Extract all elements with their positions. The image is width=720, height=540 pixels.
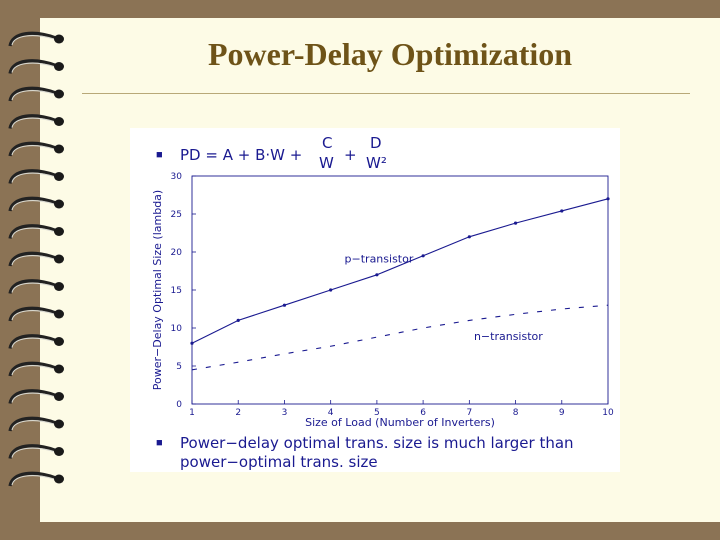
x-tick-label: 4	[328, 408, 334, 418]
x-tick-label: 9	[559, 408, 565, 418]
y-axis-label: Power−Delay Optimal Size (lambda)	[151, 190, 164, 390]
y-tick-label: 0	[176, 400, 182, 410]
y-tick-label: 15	[171, 286, 182, 296]
binding-ring	[8, 471, 64, 487]
formula-frac2-numerator: D	[370, 134, 382, 152]
spiral-binding	[8, 31, 64, 487]
series-line-p-transistor	[191, 198, 609, 344]
formula-plus: +	[344, 146, 357, 164]
x-tick-label: 7	[466, 408, 472, 418]
data-point	[329, 288, 333, 292]
binding-ring	[8, 31, 64, 47]
binding-ring	[8, 141, 64, 157]
y-tick-label: 20	[171, 248, 183, 258]
binding-ring	[8, 251, 64, 267]
data-point	[236, 318, 240, 322]
x-tick-label: 8	[513, 408, 519, 418]
binding-ring	[8, 279, 64, 294]
data-point	[375, 273, 379, 277]
y-tick-label: 5	[176, 362, 182, 372]
binding-ring	[8, 361, 64, 377]
note-bullet: ■	[156, 437, 163, 449]
series-label-n-transistor: n−transistor	[474, 330, 543, 343]
binding-ring	[8, 59, 64, 74]
formula-lhs: PD = A + B·W +	[180, 146, 303, 164]
binding-ring	[8, 196, 64, 212]
y-tick-label: 10	[171, 324, 183, 334]
title-divider	[82, 93, 690, 94]
binding-ring	[8, 114, 64, 129]
y-tick-label: 25	[171, 210, 182, 220]
data-point	[282, 303, 287, 307]
x-tick-label: 3	[282, 408, 288, 418]
binding-ring	[8, 389, 64, 404]
slide-title: Power-Delay Optimization	[207, 36, 573, 72]
power-delay-chart: 1 2 3 4 5 6 7 8 9 10 0 5 10 15 20 25 30 Size of Load (Num…	[151, 172, 614, 428]
formula-frac1-denominator: W	[319, 154, 334, 172]
binding-ring	[8, 444, 64, 459]
data-point	[606, 197, 610, 201]
data-point	[421, 254, 425, 258]
data-point	[513, 221, 518, 225]
binding-ring	[8, 86, 64, 102]
formula-frac1-numerator: C	[322, 134, 333, 152]
formula-bullet: ■	[156, 149, 163, 161]
binding-ring	[8, 306, 64, 322]
plot-frame	[191, 175, 609, 405]
series-line-n-transistor	[191, 304, 609, 371]
x-tick-label: 5	[374, 408, 380, 418]
binding-ring	[8, 416, 64, 432]
note-line-2: power−optimal trans. size	[180, 453, 378, 471]
x-axis-label: Size of Load (Number of Inverters)	[305, 416, 495, 428]
figure-panel: ■ PD = A + B·W + C W + D W² 1 2 3 4 5 6 7 8 9 10 0…	[130, 128, 620, 472]
y-tick-label: 30	[171, 172, 183, 182]
binding-ring	[8, 169, 64, 184]
note-line-1: Power−delay optimal trans. size is much …	[180, 434, 574, 452]
data-point	[560, 209, 564, 213]
formula-frac2-denominator: W²	[366, 154, 387, 172]
binding-ring	[8, 334, 64, 349]
data-point	[467, 235, 471, 239]
x-tick-label: 1	[189, 408, 195, 418]
series-label-p-transistor: p−transistor	[345, 253, 414, 266]
data-point	[190, 341, 194, 345]
x-tick-label: 2	[235, 408, 241, 418]
x-tick-label: 10	[602, 408, 614, 418]
binding-ring	[8, 224, 64, 239]
x-tick-label: 6	[420, 408, 426, 418]
